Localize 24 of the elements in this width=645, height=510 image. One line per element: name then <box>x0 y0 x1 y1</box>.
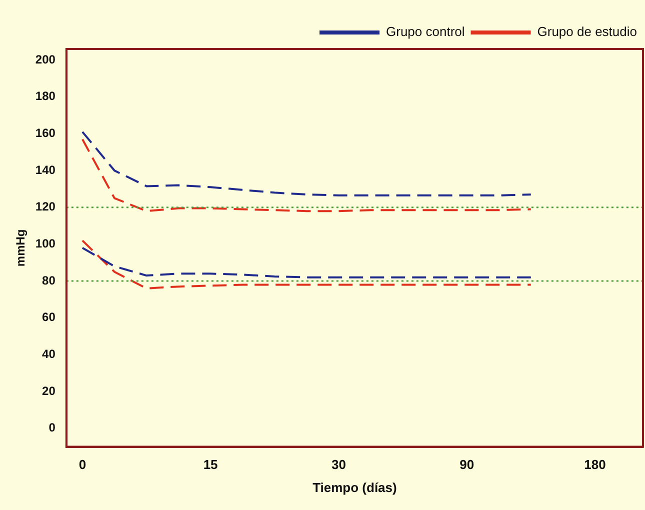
y-tick-label: 20 <box>42 384 56 398</box>
y-tick-label: 100 <box>35 236 56 251</box>
x-tick-label: 30 <box>331 457 346 472</box>
line-series <box>81 240 532 290</box>
y-tick-label: 40 <box>42 347 56 362</box>
legend-label: Grupo de estudio <box>537 24 637 40</box>
y-tick-label: 60 <box>42 310 56 324</box>
line-series <box>81 246 532 278</box>
line-series <box>81 130 532 196</box>
y-tick-label: 140 <box>35 162 56 177</box>
y-tick-label: 200 <box>35 52 56 66</box>
x-tick-label: 180 <box>584 457 606 472</box>
x-tick-label: 15 <box>203 457 218 472</box>
y-tick-label: 160 <box>35 126 56 140</box>
y-tick-label: 180 <box>35 89 56 104</box>
y-tick-label: 0 <box>48 420 56 435</box>
line-series <box>81 138 532 212</box>
x-axis-title: Tiempo (días) <box>312 480 397 495</box>
legend-label: Grupo control <box>386 24 465 40</box>
y-tick-label: 120 <box>35 200 56 214</box>
y-tick-label: 80 <box>42 273 56 288</box>
y-axis-title: mmHg <box>14 229 28 267</box>
x-tick-label: 0 <box>78 457 86 472</box>
x-tick-label: 90 <box>460 457 474 472</box>
